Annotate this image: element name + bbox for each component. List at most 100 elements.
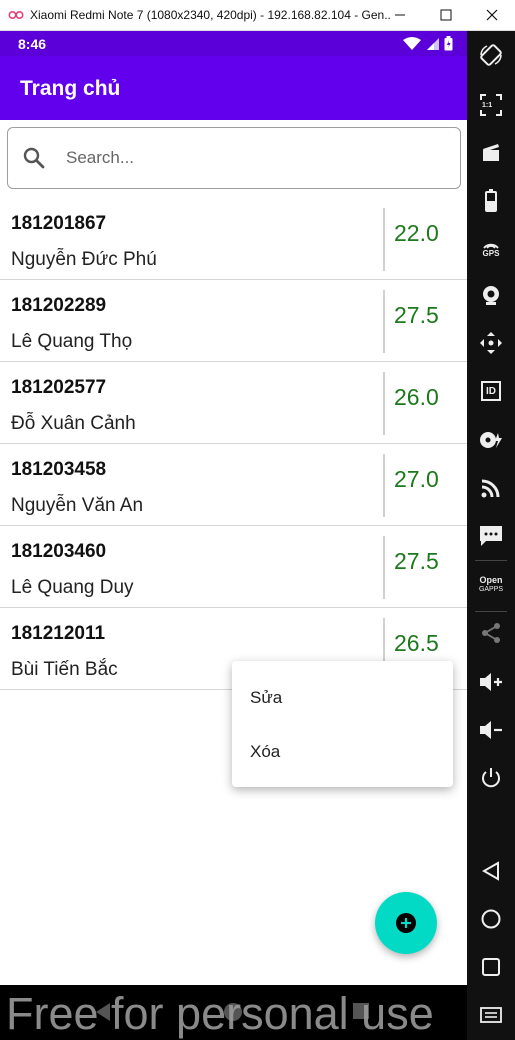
divider: [383, 290, 385, 353]
message-icon: [480, 526, 502, 546]
rotate-icon: [480, 44, 502, 66]
disk-io-button[interactable]: [467, 421, 515, 459]
add-button[interactable]: [375, 892, 437, 954]
list-item[interactable]: 181202289 Lê Quang Thọ 27.5: [0, 280, 467, 362]
maximize-button[interactable]: [423, 0, 469, 30]
power-icon: [482, 768, 500, 788]
home-icon: [481, 909, 501, 929]
student-name: Lê Quang Duy: [11, 577, 134, 598]
list-item[interactable]: 181203460 Lê Quang Duy 27.5: [0, 526, 467, 608]
webcam-button[interactable]: [467, 276, 515, 314]
device-id-button[interactable]: ID: [467, 372, 515, 410]
window-title-bar: Xiaomi Redmi Note 7 (1080x2340, 420dpi) …: [0, 0, 515, 31]
student-id: 181212011: [11, 623, 106, 644]
search-icon: [23, 147, 45, 169]
student-id: 181201867: [11, 213, 107, 234]
page-title: Trang chủ: [20, 77, 121, 100]
student-name: Đỗ Xuân Cảnh: [11, 413, 136, 434]
status-icons: [403, 36, 453, 56]
list-item[interactable]: 181201867 Nguyễn Đức Phú 22.0: [0, 198, 467, 280]
share-icon: [482, 623, 500, 643]
network-button[interactable]: [467, 469, 515, 507]
phone-screen: 8:46 Trang chủ 181201867 Nguyễn Đức Phú …: [0, 31, 467, 985]
status-bar: 8:46: [0, 31, 467, 56]
student-name: Nguyễn Đức Phú: [11, 249, 157, 270]
rss-icon: [481, 479, 500, 498]
pixel-perfect-button[interactable]: 1:1: [467, 86, 515, 124]
student-score: 27.5: [394, 548, 439, 574]
volume-up-button[interactable]: [467, 663, 515, 701]
student-list: 181201867 Nguyễn Đức Phú 22.0 181202289 …: [0, 198, 467, 690]
recent-apps-icon: [482, 958, 500, 976]
add-circle-icon: [396, 913, 416, 933]
student-score: 22.0: [394, 220, 439, 246]
battery-icon: [485, 189, 497, 212]
student-name: Nguyễn Văn An: [11, 495, 144, 516]
delete-menu-item[interactable]: Xóa: [250, 742, 281, 761]
capture-button[interactable]: [467, 133, 515, 171]
student-id: 181202289: [11, 295, 107, 316]
recents-nav-icon[interactable]: [352, 1002, 370, 1020]
scale-label: 1:1: [482, 102, 493, 109]
open-gapps-button[interactable]: Open GAPPS: [467, 566, 515, 604]
student-id: 181202577: [11, 377, 107, 398]
volume-down-button[interactable]: [467, 711, 515, 749]
watermark-text: Free for personal use: [6, 988, 434, 1039]
id-label: ID: [486, 385, 496, 397]
disk-icon: [480, 432, 502, 448]
sms-button[interactable]: [467, 517, 515, 555]
home-nav-icon[interactable]: [222, 1001, 244, 1023]
context-menu: Sửa Xóa: [232, 661, 453, 787]
menu-icon: [480, 1007, 502, 1023]
genymotion-logo-icon: [8, 10, 24, 20]
student-score: 26.5: [394, 630, 439, 656]
window-title: Xiaomi Redmi Note 7 (1080x2340, 420dpi) …: [30, 8, 390, 22]
minimize-button[interactable]: [377, 0, 423, 30]
id-icon: ID: [481, 381, 501, 401]
android-nav-bar: [0, 985, 467, 1040]
gapps-label: GAPPS: [478, 586, 504, 593]
battery-button[interactable]: [467, 181, 515, 219]
battery-icon: [444, 36, 453, 51]
student-name: Bùi Tiến Bắc: [11, 659, 118, 680]
gps-label: GPS: [482, 248, 500, 258]
minimize-icon: [395, 14, 405, 16]
divider: [383, 536, 385, 599]
dpad-icon: [480, 332, 502, 354]
emulator-toolbar: 1:1 GPS ID Open GAPPS: [467, 31, 515, 1040]
rotate-button[interactable]: [467, 36, 515, 74]
back-icon: [482, 861, 499, 881]
list-item[interactable]: 181202577 Đỗ Xuân Cảnh 26.0: [0, 362, 467, 444]
divider: [383, 618, 385, 681]
back-nav-icon[interactable]: [94, 1002, 112, 1022]
status-time: 8:46: [18, 36, 47, 52]
close-icon: [486, 9, 498, 21]
edit-menu-item[interactable]: Sửa: [250, 688, 283, 707]
share-button[interactable]: [467, 614, 515, 652]
signal-icon: [426, 38, 439, 50]
student-id: 181203458: [11, 459, 107, 480]
toolbar-separator: [475, 560, 507, 561]
power-button[interactable]: [467, 759, 515, 797]
home-button[interactable]: [467, 900, 515, 938]
menu-button[interactable]: [467, 996, 515, 1034]
app-bar: Trang chủ: [0, 56, 467, 120]
back-button[interactable]: [467, 852, 515, 890]
divider: [383, 454, 385, 517]
close-button[interactable]: [469, 0, 515, 30]
student-id: 181203460: [11, 541, 107, 562]
list-item[interactable]: 181203458 Nguyễn Văn An 27.0: [0, 444, 467, 526]
dpad-button[interactable]: [467, 324, 515, 362]
volume-up-icon: [480, 673, 502, 691]
recent-apps-button[interactable]: [467, 948, 515, 986]
search-input[interactable]: [64, 142, 448, 174]
student-score: 26.0: [394, 384, 439, 410]
wifi-icon: [403, 37, 422, 50]
search-box[interactable]: [7, 127, 461, 189]
divider: [383, 208, 385, 271]
open-label: Open: [479, 575, 503, 585]
volume-down-icon: [480, 721, 502, 739]
gps-button[interactable]: GPS: [467, 229, 515, 267]
signal-waves-icon: [483, 243, 499, 249]
toolbar-separator: [475, 611, 507, 612]
